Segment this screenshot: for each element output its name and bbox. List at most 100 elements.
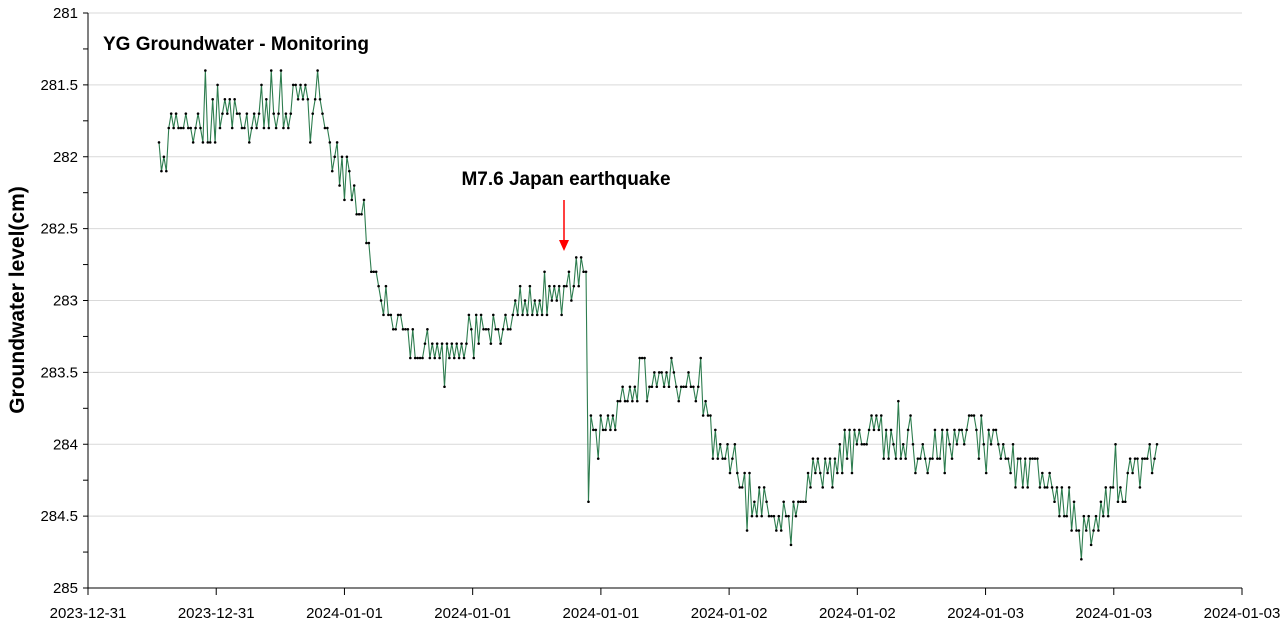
data-point	[1133, 457, 1137, 460]
data-point	[470, 327, 473, 331]
data-point	[1053, 500, 1056, 504]
data-point	[406, 327, 410, 331]
data-point	[604, 428, 607, 432]
data-point	[318, 97, 322, 101]
data-point	[1148, 442, 1151, 446]
data-point	[389, 313, 393, 317]
data-point	[216, 83, 219, 87]
data-point	[1014, 486, 1017, 489]
data-point	[1004, 457, 1008, 460]
data-point	[343, 198, 346, 202]
data-point	[174, 112, 178, 115]
data-point	[811, 457, 815, 460]
data-point	[328, 141, 332, 144]
data-point	[250, 126, 254, 130]
data-point	[958, 428, 961, 432]
data-point	[162, 155, 166, 159]
data-point	[931, 457, 934, 460]
data-point	[352, 184, 356, 187]
data-point	[1028, 457, 1032, 460]
data-point	[362, 198, 366, 202]
data-point	[787, 514, 790, 518]
data-point	[872, 428, 876, 432]
data-point	[919, 457, 922, 460]
data-point	[1143, 457, 1147, 460]
data-point	[772, 514, 776, 518]
data-point	[838, 442, 842, 446]
data-point	[948, 442, 951, 446]
data-point	[1033, 457, 1037, 460]
data-point	[504, 313, 507, 317]
data-point	[936, 457, 939, 460]
x-tick-label: 2023-12-31	[178, 605, 255, 622]
data-point	[184, 112, 188, 115]
data-point	[926, 471, 929, 475]
data-point	[160, 169, 163, 173]
data-point	[272, 112, 275, 115]
data-point	[179, 126, 183, 130]
data-point	[265, 97, 268, 101]
data-point	[409, 356, 412, 360]
data-point	[1104, 486, 1108, 489]
data-point	[643, 356, 646, 360]
data-point	[523, 299, 527, 302]
data-point	[723, 457, 727, 460]
data-point	[233, 97, 236, 101]
data-point	[189, 126, 193, 130]
data-point	[1131, 471, 1134, 475]
data-point	[308, 141, 312, 144]
data-point	[1121, 500, 1125, 504]
x-tick-label: 2024-01-01	[434, 605, 511, 622]
data-point	[653, 371, 656, 374]
data-point	[367, 241, 371, 245]
data-point	[167, 126, 171, 130]
data-point	[1011, 442, 1015, 446]
data-point	[421, 356, 424, 360]
data-point	[611, 414, 615, 417]
data-point	[975, 428, 978, 432]
data-point	[592, 428, 595, 432]
data-point	[355, 212, 358, 216]
data-point	[1087, 514, 1090, 518]
data-point	[589, 414, 593, 417]
data-point	[448, 356, 451, 360]
data-point	[582, 270, 585, 274]
data-point	[323, 126, 327, 130]
data-point	[909, 414, 912, 417]
data-point	[394, 327, 397, 331]
data-point	[821, 486, 825, 489]
data-point	[623, 399, 627, 403]
data-point	[252, 112, 256, 115]
data-point	[955, 442, 959, 446]
y-tick-label: 283.5	[40, 364, 78, 381]
data-point	[277, 112, 280, 115]
data-point	[165, 169, 168, 173]
data-point	[1009, 471, 1012, 475]
data-point	[326, 126, 329, 130]
data-point	[950, 457, 954, 460]
data-point	[709, 414, 712, 417]
data-point	[518, 284, 522, 288]
data-point	[635, 399, 639, 403]
data-point	[740, 486, 744, 489]
data-point	[433, 356, 437, 360]
data-point	[482, 327, 485, 331]
data-point	[330, 169, 334, 173]
data-point	[1070, 529, 1073, 532]
data-point	[509, 327, 512, 331]
data-point	[574, 256, 578, 259]
data-point	[662, 385, 666, 389]
data-point	[980, 414, 983, 417]
data-point	[284, 112, 288, 115]
data-point	[943, 471, 947, 475]
data-point	[535, 313, 539, 317]
data-point	[726, 442, 729, 446]
data-point	[1055, 486, 1059, 489]
data-point	[1123, 500, 1127, 504]
data-point	[762, 486, 766, 489]
data-point	[721, 457, 724, 460]
data-point	[455, 342, 458, 345]
data-point	[243, 126, 246, 130]
data-point	[1153, 457, 1156, 460]
data-point	[894, 457, 898, 460]
